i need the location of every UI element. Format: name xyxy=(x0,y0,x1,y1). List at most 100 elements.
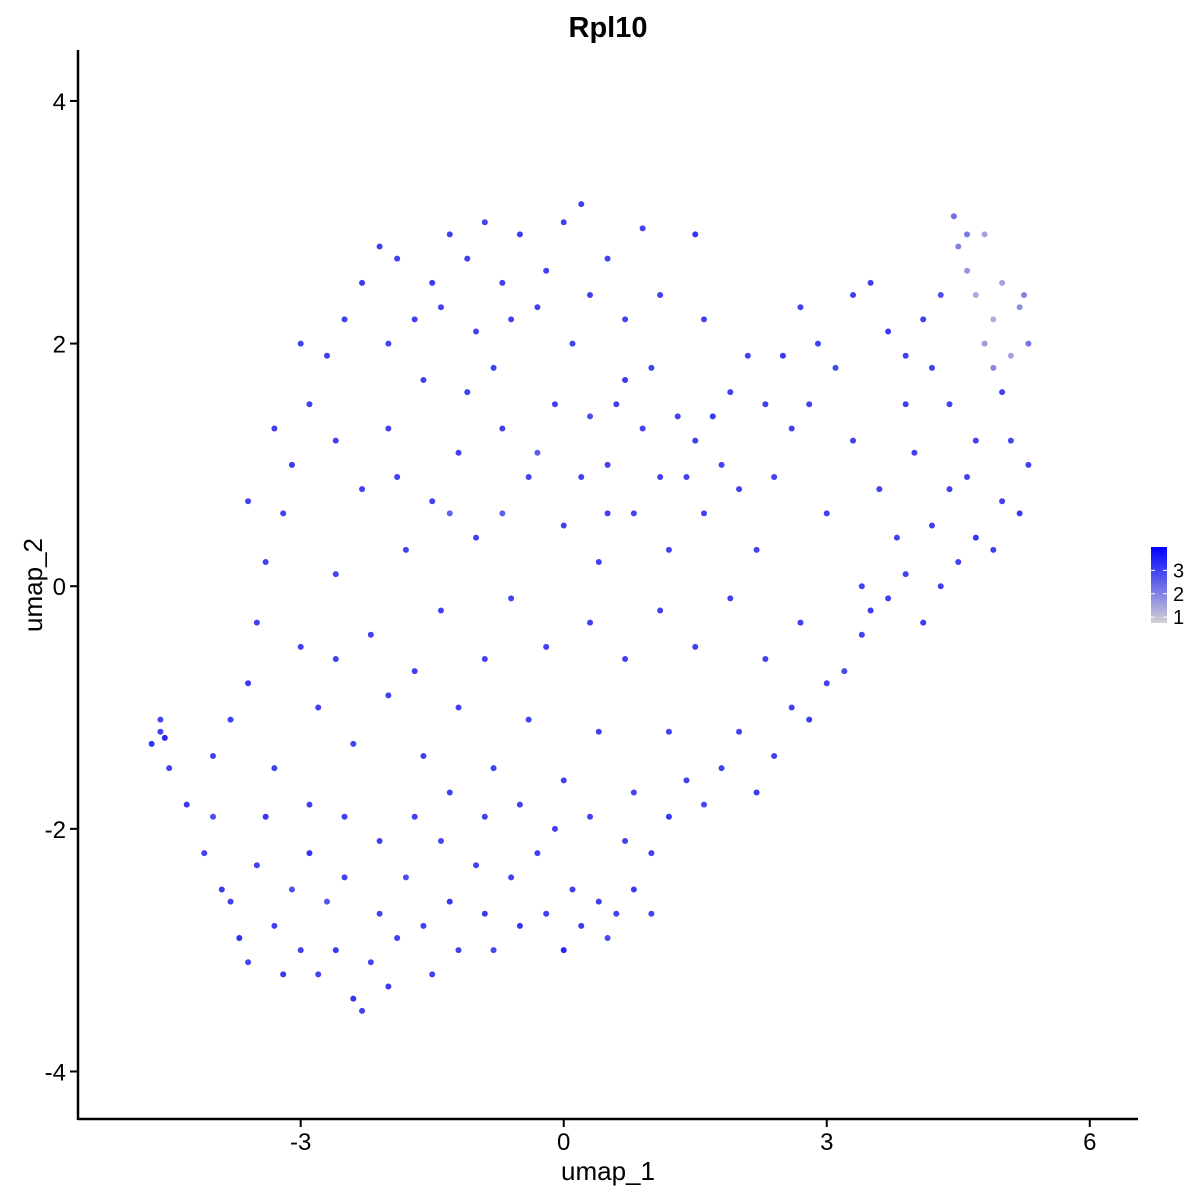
data-point xyxy=(271,425,278,432)
data-point xyxy=(455,704,462,711)
data-point xyxy=(341,316,348,323)
data-point xyxy=(543,267,550,274)
data-point xyxy=(473,534,480,541)
data-point xyxy=(288,886,295,893)
data-point xyxy=(1016,510,1023,517)
data-point xyxy=(534,449,541,456)
data-point xyxy=(999,389,1006,396)
data-point xyxy=(385,340,392,347)
data-point xyxy=(867,279,874,286)
data-point xyxy=(262,558,269,565)
data-point xyxy=(315,971,322,978)
data-point xyxy=(306,850,313,857)
data-point xyxy=(446,510,453,517)
data-point xyxy=(902,401,909,408)
data-point xyxy=(955,558,962,565)
data-point xyxy=(692,437,699,444)
y-axis-label: umap_2 xyxy=(18,538,48,632)
data-point xyxy=(858,631,865,638)
data-point xyxy=(490,765,497,772)
data-point xyxy=(648,364,655,371)
data-point xyxy=(245,959,252,966)
data-point xyxy=(297,643,304,650)
data-point xyxy=(657,474,664,481)
data-point xyxy=(665,728,672,735)
data-point xyxy=(455,449,462,456)
data-point xyxy=(806,401,813,408)
data-point xyxy=(253,862,260,869)
data-point xyxy=(595,728,602,735)
data-point xyxy=(499,510,506,517)
data-point xyxy=(946,401,953,408)
data-point xyxy=(587,619,594,626)
data-point xyxy=(499,425,506,432)
data-point xyxy=(359,486,366,493)
data-point xyxy=(964,474,971,481)
data-point xyxy=(587,292,594,299)
data-point xyxy=(701,801,708,808)
data-point xyxy=(630,789,637,796)
data-point xyxy=(622,837,629,844)
data-point xyxy=(394,255,401,262)
data-point xyxy=(990,316,997,323)
colorbar xyxy=(1151,547,1167,623)
data-point xyxy=(464,255,471,262)
data-point xyxy=(534,850,541,857)
data-point xyxy=(490,947,497,954)
data-point xyxy=(683,777,690,784)
data-point xyxy=(604,935,611,942)
data-point xyxy=(920,619,927,626)
data-point xyxy=(367,631,374,638)
data-point xyxy=(323,898,330,905)
y-tick-label: -2 xyxy=(45,817,66,844)
y-tick-label: 4 xyxy=(53,89,66,116)
data-point xyxy=(446,898,453,905)
data-point xyxy=(429,279,436,286)
data-point xyxy=(806,716,813,723)
data-point xyxy=(218,886,225,893)
data-point xyxy=(157,716,164,723)
data-point xyxy=(771,753,778,760)
data-point xyxy=(481,219,488,226)
data-point xyxy=(420,753,427,760)
data-point xyxy=(718,461,725,468)
data-point xyxy=(516,231,523,238)
data-point xyxy=(595,898,602,905)
data-point xyxy=(560,219,567,226)
data-point xyxy=(411,316,418,323)
data-point xyxy=(499,279,506,286)
data-point xyxy=(148,740,155,747)
data-point xyxy=(560,522,567,529)
data-point xyxy=(867,607,874,614)
data-point xyxy=(525,716,532,723)
data-point xyxy=(858,583,865,590)
data-point xyxy=(560,777,567,784)
x-tick-label: 0 xyxy=(557,1129,570,1156)
data-point xyxy=(622,656,629,663)
data-point xyxy=(551,825,558,832)
data-point xyxy=(665,813,672,820)
data-point xyxy=(955,243,962,250)
data-point xyxy=(718,765,725,772)
data-point xyxy=(692,231,699,238)
data-point xyxy=(972,437,979,444)
x-axis-label: umap_1 xyxy=(561,1156,655,1186)
data-point xyxy=(981,231,988,238)
data-point xyxy=(657,607,664,614)
data-point xyxy=(613,910,620,917)
chart-title: Rpl10 xyxy=(569,12,648,44)
data-point xyxy=(665,546,672,553)
data-point xyxy=(779,352,786,359)
data-point xyxy=(166,765,173,772)
data-point xyxy=(341,874,348,881)
data-point xyxy=(429,971,436,978)
y-tick-label: 0 xyxy=(53,574,66,601)
data-point xyxy=(928,522,935,529)
data-point xyxy=(543,910,550,917)
data-point xyxy=(788,704,795,711)
data-point xyxy=(481,910,488,917)
data-point xyxy=(394,935,401,942)
data-point xyxy=(402,546,409,553)
data-point xyxy=(736,486,743,493)
